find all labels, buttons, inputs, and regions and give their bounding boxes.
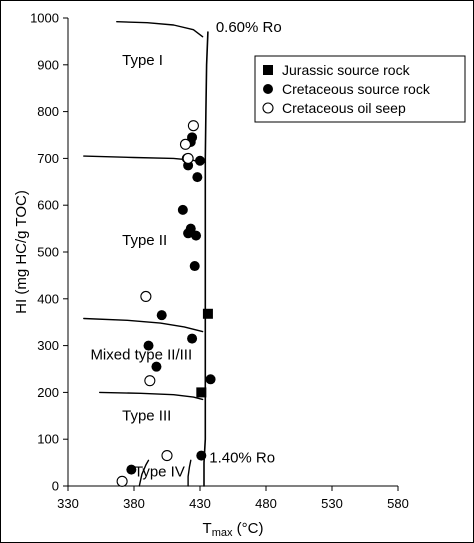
region-label: Type I [122,52,163,69]
cretaceous-source-rock-point [151,361,162,372]
cretaceous-oil-seep-point [182,152,194,164]
legend-label: Cretaceous source rock [282,81,431,97]
y-tick-label: 900 [37,57,59,72]
jurassic-source-rock-point [202,308,213,319]
y-ticks: 0 100 200 300 400 500 600 700 800 900 1000 [30,11,68,494]
x-tick-label: 580 [387,496,409,511]
data-points [116,120,216,487]
x-tick-label: 530 [321,496,343,511]
cretaceous-oil-seep-point [161,450,173,462]
cretaceous-source-rock-point [195,155,205,166]
cretaceous-source-rock-point [177,204,188,215]
legend-marker [263,84,273,94]
x-tick-label: 430 [189,496,211,511]
x-tick-label: 480 [255,496,277,511]
legend-items: Jurassic source rock Cretaceous source ro… [262,62,431,116]
y-tick-label: 500 [37,245,59,260]
region-label: Type II [122,232,167,249]
y-tick-label: 700 [37,151,59,166]
cretaceous-oil-seep-point [116,475,128,487]
legend-marker [263,65,273,75]
y-tick-label: 400 [37,291,59,306]
region-label: Mixed type II/III [90,347,192,364]
y-tick-label: 300 [37,338,59,353]
cretaceous-oil-seep-point [144,375,156,387]
legend-label: Jurassic source rock [282,62,411,78]
cretaceous-oil-seep-point [179,138,192,150]
x-axis-title-main: T [203,520,212,537]
ro-labels: 0.60% Ro 1.40% Ro [209,19,281,467]
x-axis-title: Tmax (°C) [203,520,264,539]
cretaceous-source-rock-point [205,374,216,385]
y-tick-label: 600 [37,198,59,213]
x-tick-label: 330 [57,496,79,511]
jurassic-source-rock-point [196,387,207,398]
y-tick-label: 800 [37,104,59,119]
x-tick-label: 380 [123,496,145,511]
cretaceous-source-rock-point [187,333,198,344]
kerogen-boundary-curve [98,391,204,401]
legend-item: Jurassic source rock [263,62,411,78]
kerogen-boundary-curve [187,459,192,487]
x-axis-title-unit: (°C) [232,520,263,537]
legend-marker [262,102,274,114]
region-label: Type IV [134,464,185,481]
cretaceous-source-rock-point [191,230,202,241]
kerogen-boundary-curve [138,459,150,487]
cretaceous-source-rock-point [196,450,207,461]
region-label: Type III [122,407,171,424]
maturity-boundary-line [203,31,209,487]
cretaceous-oil-seep-point [187,120,199,132]
cretaceous-oil-seep-point [140,290,152,303]
legend-item: Cretaceous source rock [263,81,431,97]
legend-item: Cretaceous oil seep [262,100,406,116]
cretaceous-source-rock-point [183,228,194,239]
kerogen-boundary-curve [116,21,204,38]
cretaceous-source-rock-point [143,340,154,351]
ro-label: 1.40% Ro [209,450,275,467]
x-axis-title-sub: max [212,527,233,539]
y-tick-label: 0 [52,479,59,494]
legend: Jurassic source rock Cretaceous source ro… [254,55,466,123]
cretaceous-source-rock-point [189,261,200,272]
region-labels: Type I Type II Mixed type II/III Type III Ty… [90,52,192,481]
y-tick-label: 200 [37,385,59,400]
kerogen-boundary-curve [83,317,204,333]
cretaceous-source-rock-point [126,464,137,475]
legend-box [254,55,466,123]
cretaceous-source-rock-point [156,310,167,321]
y-tick-label: 100 [37,432,59,447]
y-tick-label: 1000 [30,11,59,26]
y-axis-title: HI (mg HC/g TOC) [13,190,30,314]
legend-label: Cretaceous oil seep [282,100,406,116]
ro-label: 0.60% Ro [216,19,282,36]
x-ticks: 330 380 430 480 530 580 [57,486,409,511]
cretaceous-source-rock-point [192,172,203,183]
